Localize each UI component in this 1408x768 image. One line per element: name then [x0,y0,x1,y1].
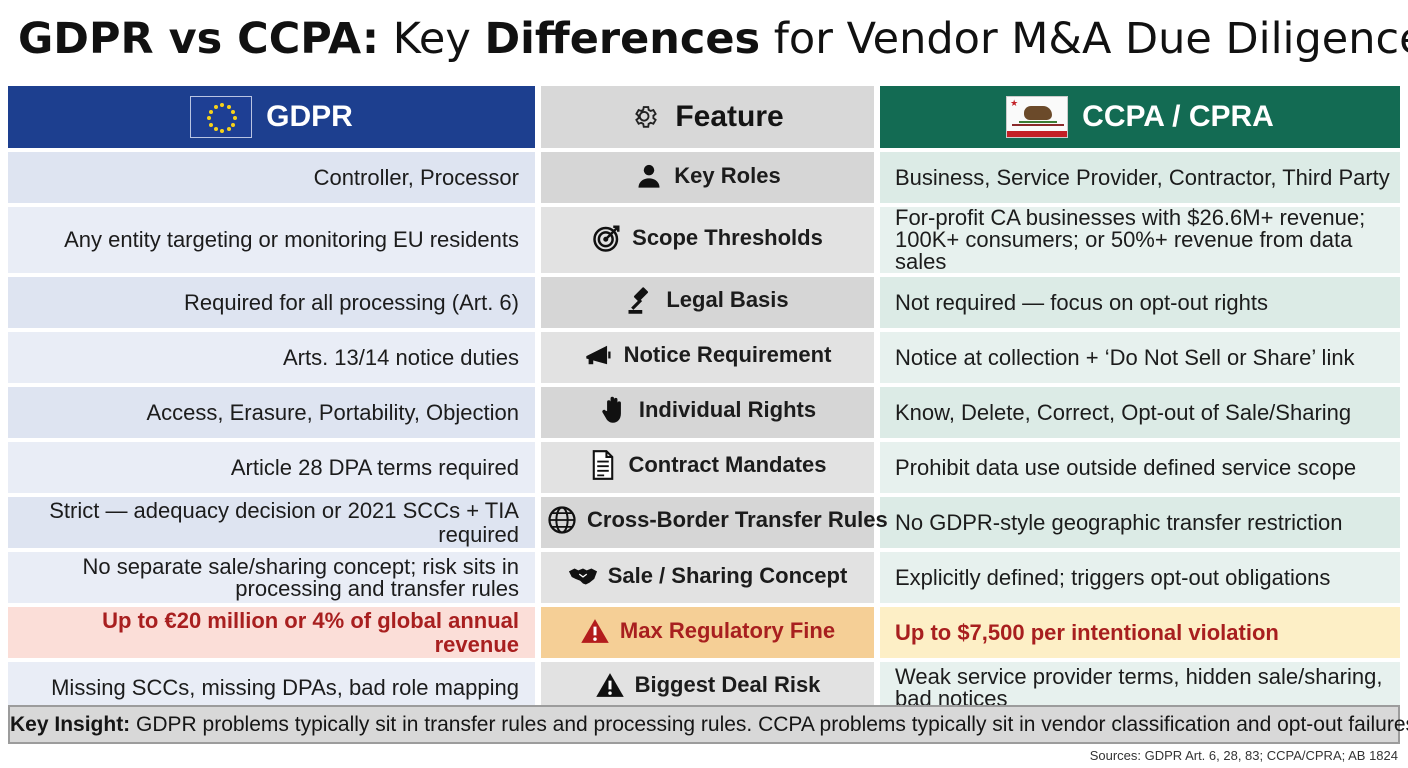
comparison-table: GDPR Feature ★ CCPA / CPRA [8,82,1400,717]
document-icon [588,450,618,480]
california-flag-icon: ★ [1006,96,1069,138]
gdpr-header: GDPR [8,86,535,148]
ccpa-cell: Prohibit data use outside defined servic… [874,442,1400,493]
feature-cell: Max Regulatory Fine [535,607,874,658]
ccpa-cell: Business, Service Provider, Contractor, … [874,152,1400,203]
table-row-sale-sharing: No separate sale/sharing concept; risk s… [8,552,1400,603]
table-row-notice-requirement: Arts. 13/14 notice duties Notice Require… [8,332,1400,383]
table-row-key-roles: Controller, Processor Key Roles Business… [8,152,1400,203]
feature-label: Scope Thresholds [632,224,823,250]
feature-label: Notice Requirement [623,342,832,367]
table-row-individual-rights: Access, Erasure, Portability, Objection … [8,387,1400,438]
gdpr-cell: Strict — adequacy decision or 2021 SCCs … [8,497,535,548]
warning-icon [595,670,625,700]
feature-cell: Legal Basis [535,277,874,328]
gdpr-cell: Arts. 13/14 notice duties [8,332,535,383]
ccpa-header: ★ CCPA / CPRA [874,86,1400,148]
feature-cell: Contract Mandates [535,442,874,493]
ccpa-header-label: CCPA / CPRA [1082,100,1274,133]
gdpr-cell: Access, Erasure, Portability, Objection [8,387,535,438]
table-row-cross-border: Strict — adequacy decision or 2021 SCCs … [8,497,1400,548]
gavel-icon [626,285,656,315]
header-row: GDPR Feature ★ CCPA / CPRA [8,86,1400,148]
feature-cell: Cross-Border Transfer Rules [535,497,888,548]
hand-icon [599,395,629,425]
title-part3: for Vendor M&A Due Diligence [760,14,1408,64]
feature-cell: Sale / Sharing Concept [535,552,874,603]
feature-cell: Biggest Deal Risk [535,662,874,713]
ccpa-cell: Not required — focus on opt-out rights [874,277,1400,328]
sources-note: Sources: GDPR Art. 6, 28, 83; CCPA/CPRA;… [1089,748,1398,763]
key-insight-box: Key Insight: GDPR problems typically sit… [8,705,1408,744]
ccpa-cell: Up to $7,500 per intentional violation [874,607,1400,658]
table-row-max-fine: Up to €20 million or 4% of global annual… [8,607,1400,658]
feature-label: Sale / Sharing Concept [607,562,848,588]
page-title: GDPR vs CCPA: Key Differences for Vendor… [18,10,1408,70]
feature-cell: Notice Requirement [535,332,874,383]
gdpr-cell: Required for all processing (Art. 6) [8,277,535,328]
key-insight-text: GDPR problems typically sit in transfer … [130,713,1408,736]
table-row-scope-thresholds: Any entity targeting or monitoring EU re… [8,207,1400,273]
ccpa-cell: For-profit CA businesses with $26.6M+ re… [874,207,1400,273]
megaphone-icon [584,340,614,370]
feature-label: Key Roles [674,162,781,188]
globe-icon [547,505,577,535]
feature-header-label: Feature [675,100,784,133]
ccpa-cell: Explicitly defined; triggers opt-out obl… [874,552,1400,603]
table-row-contract-mandates: Article 28 DPA terms required Contract M… [8,442,1400,493]
feature-label: Max Regulatory Fine [619,617,836,643]
feature-label: Cross-Border Transfer Rules [587,507,888,532]
gdpr-cell: No separate sale/sharing concept; risk s… [8,552,535,603]
feature-label: Contract Mandates [628,452,827,477]
gdpr-header-label: GDPR [266,100,353,133]
ccpa-cell: No GDPR-style geographic transfer restri… [874,497,1400,548]
feature-label: Biggest Deal Risk [634,672,821,697]
person-icon [634,161,664,191]
target-icon [592,223,622,253]
gdpr-cell: Missing SCCs, missing DPAs, bad role map… [8,662,535,713]
gdpr-cell: Any entity targeting or monitoring EU re… [8,207,535,273]
gdpr-cell: Article 28 DPA terms required [8,442,535,493]
handshake-icon [568,561,598,591]
feature-cell: Individual Rights [535,387,874,438]
gdpr-cell: Controller, Processor [8,152,535,203]
warning-icon [580,616,610,646]
gdpr-cell: Up to €20 million or 4% of global annual… [8,607,535,658]
feature-header: Feature [535,86,874,148]
feature-cell: Key Roles [535,152,874,203]
table-row-deal-risk: Missing SCCs, missing DPAs, bad role map… [8,662,1400,713]
feature-cell: Scope Thresholds [535,207,874,273]
eu-flag-icon [190,96,253,138]
title-bold-part2: Differences [484,14,761,64]
key-insight-label: Key Insight: [10,713,131,736]
gear-icon [631,102,661,132]
ccpa-cell: Know, Delete, Correct, Opt-out of Sale/S… [874,387,1400,438]
feature-label: Legal Basis [666,286,789,312]
title-bold-part: GDPR vs CCPA: [18,14,380,64]
table-row-legal-basis: Required for all processing (Art. 6) Leg… [8,277,1400,328]
feature-label: Individual Rights [638,397,817,422]
ccpa-cell: Notice at collection + ‘Do Not Sell or S… [874,332,1400,383]
ccpa-cell: Weak service provider terms, hidden sale… [874,662,1400,713]
title-part2: Key [379,14,485,64]
